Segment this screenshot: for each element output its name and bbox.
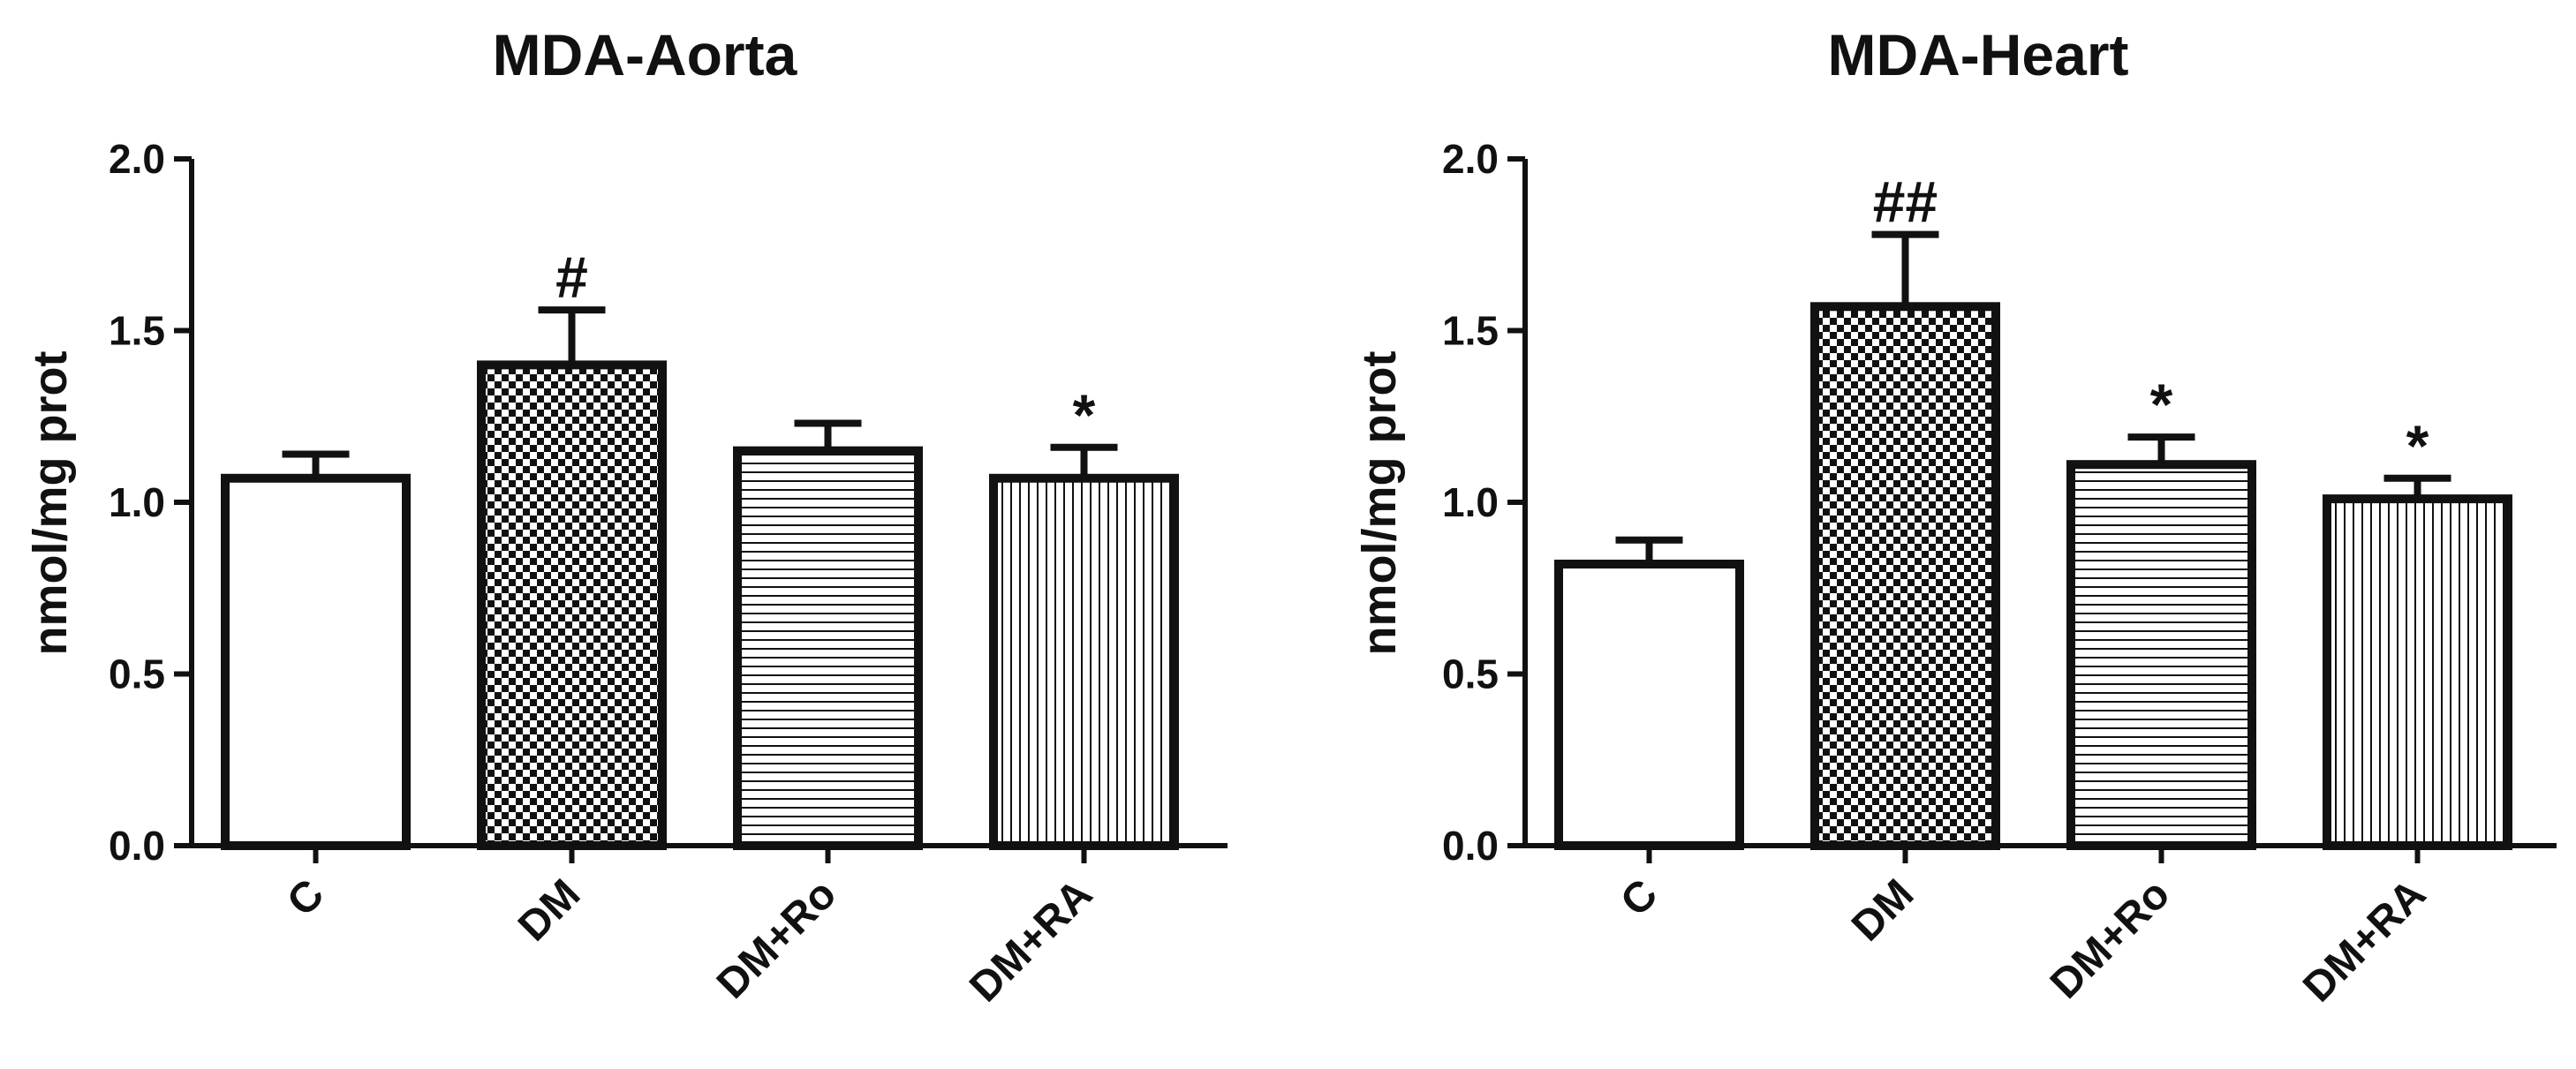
bar xyxy=(1554,560,1744,851)
chart-panel-heart: MDA-Heart nmol/mg prot 0.0 0.5 1.0 1.5 2.0 C D… xyxy=(1353,22,2557,1011)
y-tick-label: 1.0 xyxy=(109,479,165,525)
bar xyxy=(989,473,1179,851)
bar xyxy=(2323,494,2512,850)
y-tick-label: 1.5 xyxy=(1442,308,1499,354)
category-label: DM+RA xyxy=(2294,870,2435,1011)
y-tick-label: 1.5 xyxy=(109,308,165,354)
category-label: DM+Ro xyxy=(708,870,845,1007)
category-label: DM xyxy=(1843,870,1923,950)
significance-marker: ## xyxy=(1873,169,1938,235)
significance-marker: # xyxy=(555,245,588,310)
y-tick-label: 0.5 xyxy=(109,651,165,697)
bar xyxy=(733,446,923,850)
y-tick-label: 0.0 xyxy=(109,823,165,869)
category-label: DM+Ro xyxy=(2042,870,2179,1007)
category-label: C xyxy=(278,870,333,925)
category-label: C xyxy=(1612,870,1666,925)
y-axis-label: nmol/mg prot xyxy=(1353,351,1406,656)
bar xyxy=(1810,302,2000,850)
category-label: DM xyxy=(510,870,589,950)
y-tick-label: 2.0 xyxy=(109,136,165,182)
significance-marker: * xyxy=(1073,382,1096,448)
bar xyxy=(477,360,667,850)
category-label: DM+RA xyxy=(961,870,1101,1011)
bar xyxy=(221,473,411,851)
significance-marker: * xyxy=(2406,413,2429,478)
y-tick-label: 0.0 xyxy=(1442,823,1499,869)
significance-marker: * xyxy=(2150,372,2173,437)
bar xyxy=(2066,460,2256,851)
chart-title: MDA-Heart xyxy=(1827,22,2128,87)
y-tick-label: 2.0 xyxy=(1442,136,1499,182)
y-tick-label: 0.5 xyxy=(1442,651,1499,697)
chart-title: MDA-Aorta xyxy=(493,22,798,87)
y-tick-label: 1.0 xyxy=(1442,479,1499,525)
chart-panel-aorta: MDA-Aorta nmol/mg prot 0.0 0.5 1.0 1.5 2.0 C D… xyxy=(24,22,1228,1011)
y-axis-label: nmol/mg prot xyxy=(24,351,77,656)
